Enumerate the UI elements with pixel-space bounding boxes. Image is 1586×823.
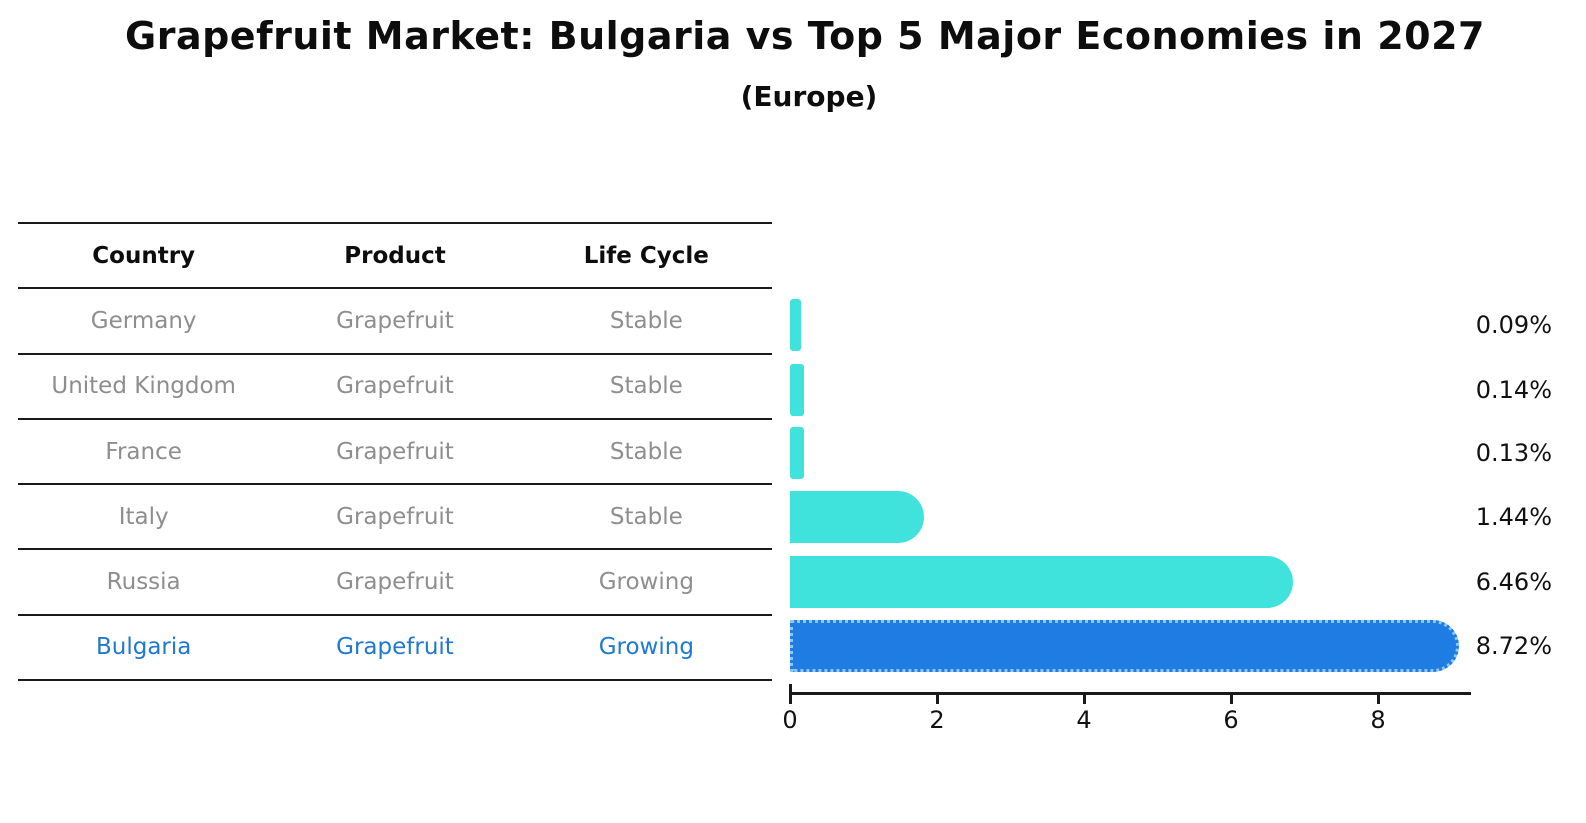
cell-country: France [105, 438, 182, 465]
x-tick-label-0: 0 [782, 706, 798, 734]
table-row-germany: Germany Grapefruit Stable [18, 289, 772, 355]
bar-bulgaria [790, 620, 1459, 672]
cell-life-cycle: Stable [609, 503, 683, 530]
cell-country: Bulgaria [95, 634, 192, 661]
chart-subtitle: (Europe) [740, 80, 878, 113]
x-axis-spine-corner [789, 684, 792, 693]
cell-product: Grapefruit [336, 634, 454, 661]
value-label-bulgaria: 8.72% [1475, 632, 1552, 660]
x-tick-8 [1377, 694, 1380, 704]
cell-product: Grapefruit [336, 569, 454, 596]
table-body: Germany Grapefruit Stable United Kingdom Gra… [18, 289, 772, 682]
cell-product: Grapefruit [336, 307, 454, 334]
column-header-country: Country [92, 242, 196, 269]
cell-life-cycle: Growing [598, 634, 694, 661]
cell-product: Grapefruit [336, 503, 454, 530]
value-label-russia: 6.46% [1475, 568, 1552, 596]
value-label-france: 0.13% [1475, 439, 1552, 467]
bar-italy [790, 491, 924, 543]
x-tick-label-8: 8 [1370, 706, 1386, 734]
country-table: Country Product Life Cycle Germany Grapef… [18, 222, 772, 682]
cell-country: Italy [118, 503, 169, 530]
bar-united-kingdom [790, 364, 805, 416]
x-tick-2 [936, 694, 939, 704]
value-label-italy: 1.44% [1475, 503, 1552, 531]
bar-russia [790, 556, 1293, 608]
column-header-life-cycle: Life Cycle [583, 242, 709, 269]
table-row-italy: Italy Grapefruit Stable [18, 485, 772, 551]
cell-country: Germany [90, 307, 197, 334]
value-label-germany: 0.09% [1475, 311, 1552, 339]
cell-life-cycle: Stable [609, 373, 683, 400]
table-row-united-kingdom: United Kingdom Grapefruit Stable [18, 355, 772, 420]
table-row-bulgaria: Bulgaria Grapefruit Growing [18, 616, 772, 682]
bar-france [790, 427, 804, 479]
column-header-product: Product [344, 242, 446, 269]
x-axis-line [789, 692, 1471, 695]
bar-germany [790, 299, 801, 351]
x-tick-6 [1230, 694, 1233, 704]
cell-life-cycle: Stable [609, 307, 683, 334]
x-tick-label-4: 4 [1076, 706, 1092, 734]
x-tick-4 [1083, 694, 1086, 704]
cell-life-cycle: Stable [609, 438, 683, 465]
x-tick-0 [789, 694, 792, 704]
table-row-france: France Grapefruit Stable [18, 420, 772, 486]
cell-country: United Kingdom [51, 373, 236, 400]
value-label-united-kingdom: 0.14% [1475, 376, 1552, 404]
chart-title: Grapefruit Market: Bulgaria vs Top 5 Maj… [125, 14, 1485, 58]
table-row-russia: Russia Grapefruit Growing [18, 550, 772, 616]
x-tick-label-6: 6 [1223, 706, 1239, 734]
x-tick-label-2: 2 [929, 706, 945, 734]
cell-product: Grapefruit [336, 373, 454, 400]
table-header-row: Country Product Life Cycle [18, 224, 772, 290]
cell-life-cycle: Growing [598, 569, 694, 596]
cell-product: Grapefruit [336, 438, 454, 465]
cell-country: Russia [106, 569, 181, 596]
